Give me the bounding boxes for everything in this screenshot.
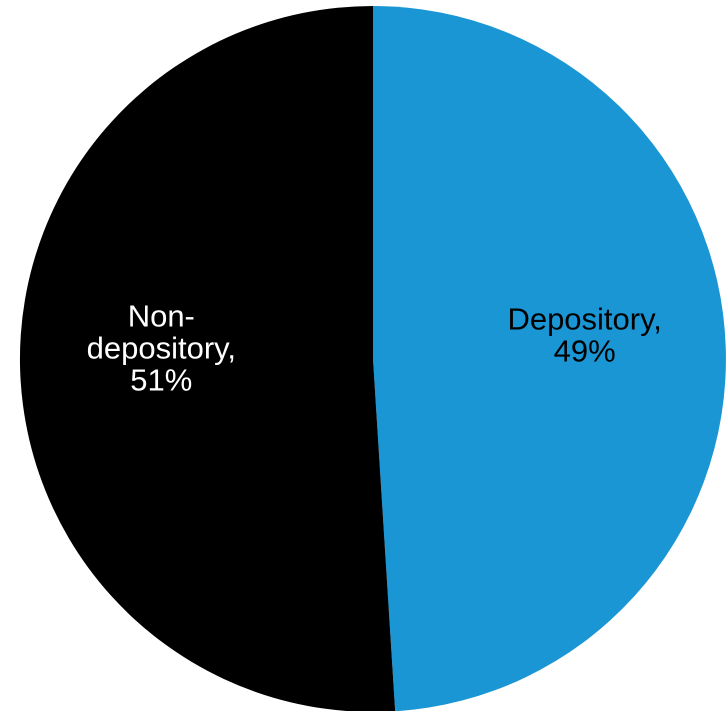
- pie-slice-non-depository: [19, 6, 396, 711]
- pie-label-depository: Depository, 49%: [507, 301, 662, 368]
- pie-labels: Depository, 49% Non-depository, 51%: [87, 299, 662, 398]
- pie-slices: [19, 6, 726, 711]
- pie-label-non-depository: Non-depository, 51%: [87, 299, 236, 398]
- pie-label-line: Depository,: [507, 301, 662, 336]
- pie-label-line: depository,: [87, 331, 236, 366]
- pie-label-line: 51%: [130, 363, 192, 398]
- pie-label-line: 49%: [554, 333, 616, 368]
- pie-label-line: Non-: [128, 299, 195, 334]
- pie-slice-depository: [373, 6, 726, 711]
